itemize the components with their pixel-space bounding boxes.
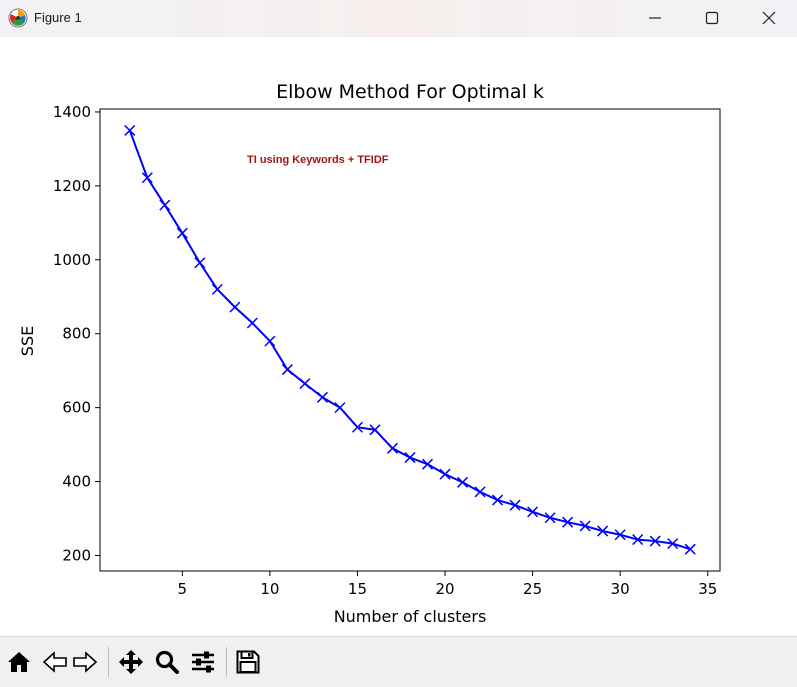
data-point-marker <box>246 317 258 329</box>
data-point-marker <box>316 391 328 403</box>
chart-title: Elbow Method For Optimal k <box>276 81 544 103</box>
x-tick-label: 25 <box>523 580 542 598</box>
back-button[interactable] <box>40 647 70 677</box>
data-point-marker <box>124 124 136 136</box>
x-tick-label: 5 <box>178 580 188 598</box>
minimize-button[interactable] <box>626 0 684 37</box>
data-point-marker <box>159 199 171 211</box>
x-tick-label: 30 <box>611 580 630 598</box>
data-point-marker <box>386 442 399 454</box>
x-tick-label: 35 <box>698 580 717 598</box>
zoom-button[interactable] <box>152 647 182 677</box>
data-point-marker <box>457 476 469 488</box>
data-point-marker <box>194 257 206 269</box>
y-tick-label: 600 <box>62 399 91 417</box>
plot-area <box>99 108 721 572</box>
save-button[interactable] <box>233 647 263 677</box>
forward-arrow-icon <box>73 651 98 673</box>
data-point-marker <box>351 421 363 433</box>
y-tick-label: 800 <box>62 325 91 343</box>
pan-icon <box>119 650 143 674</box>
data-point-marker <box>281 364 293 376</box>
data-point-marker <box>509 499 521 511</box>
minimize-icon <box>649 17 661 19</box>
data-point-marker <box>439 468 451 480</box>
data-point-marker <box>614 529 626 541</box>
forward-button[interactable] <box>70 647 100 677</box>
x-axis-label: Number of clusters <box>334 607 487 626</box>
x-tick-label: 20 <box>435 580 454 598</box>
chart-annotation: TI using Keywords + TFIDF <box>247 154 389 166</box>
data-point-marker <box>176 227 188 239</box>
back-arrow-icon <box>42 651 67 673</box>
maximize-icon <box>705 11 719 25</box>
data-point-marker <box>299 378 311 390</box>
data-point-marker <box>562 516 574 528</box>
data-point-marker <box>264 335 276 347</box>
home-icon <box>8 652 30 672</box>
data-point-marker <box>597 525 609 537</box>
configure-subplots-button[interactable] <box>188 647 218 677</box>
data-point-marker <box>632 534 644 546</box>
save-icon <box>236 650 260 674</box>
data-point-marker <box>229 301 241 313</box>
matplotlib-icon <box>8 8 28 28</box>
y-tick-label: 200 <box>62 546 91 564</box>
data-point-marker <box>404 452 416 464</box>
toolbar-separator <box>108 647 109 677</box>
navigation-toolbar <box>0 636 797 687</box>
data-point-marker <box>421 458 434 470</box>
data-point-marker <box>369 424 381 436</box>
close-icon <box>762 11 776 25</box>
y-tick-label: 1200 <box>53 177 91 195</box>
toolbar-separator <box>226 647 227 677</box>
pan-button[interactable] <box>116 647 146 677</box>
x-tick-label: 15 <box>348 580 367 598</box>
y-tick-label: 1000 <box>53 251 91 269</box>
y-tick-label: 1400 <box>53 103 91 121</box>
home-button[interactable] <box>4 647 34 677</box>
data-point-marker <box>474 486 486 498</box>
figure-canvas[interactable]: 5 10 15 20 25 30 35 200 400 600 800 1000 1200 1400 El… <box>0 37 797 635</box>
elbow-chart: 5 10 15 20 25 30 35 200 400 600 800 1000 1200 1400 El… <box>18 81 721 626</box>
window-title: Figure 1 <box>34 10 82 25</box>
data-point-marker <box>211 283 223 295</box>
data-point-marker <box>141 172 153 184</box>
data-point-marker <box>579 520 591 532</box>
data-point-marker <box>649 535 661 547</box>
close-button[interactable] <box>740 0 797 37</box>
maximize-button[interactable] <box>683 0 741 37</box>
configure-subplots-icon <box>192 651 214 673</box>
y-tick-label: 400 <box>62 473 91 491</box>
data-point-marker <box>527 506 539 518</box>
x-tick-label: 10 <box>260 580 279 598</box>
data-point-marker <box>684 543 696 555</box>
window-titlebar: Figure 1 <box>0 0 797 37</box>
data-point-marker <box>544 512 556 524</box>
data-point-marker <box>492 494 504 506</box>
zoom-icon <box>155 650 179 674</box>
data-point-marker <box>334 402 346 414</box>
data-point-marker <box>667 538 679 550</box>
y-axis-label: SSE <box>18 326 37 356</box>
